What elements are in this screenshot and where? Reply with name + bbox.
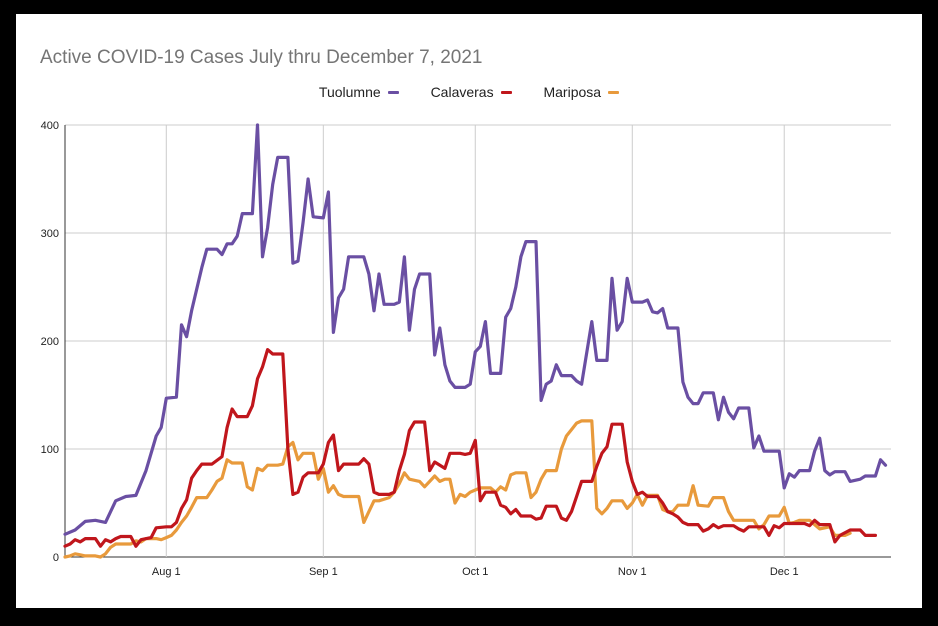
x-tick-label: Nov 1 xyxy=(618,566,647,578)
plot-area: 0 100 200 300 400 Aug 1 Sep 1 Oct 1 Nov 1 Dec 1 xyxy=(16,14,922,608)
y-tick-label: 0 xyxy=(53,552,59,564)
x-tick-label: Oct 1 xyxy=(462,566,488,578)
chart-card: Active COVID-19 Cases July thru December… xyxy=(16,14,922,608)
series-line-mariposa[interactable] xyxy=(65,421,850,557)
y-tick-label: 300 xyxy=(41,228,59,240)
x-tick-label: Sep 1 xyxy=(309,566,338,578)
x-tick-label: Aug 1 xyxy=(152,566,181,578)
y-tick-label: 100 xyxy=(41,444,59,456)
y-tick-label: 400 xyxy=(41,120,59,132)
y-tick-label: 200 xyxy=(41,336,59,348)
x-tick-label: Dec 1 xyxy=(770,566,799,578)
